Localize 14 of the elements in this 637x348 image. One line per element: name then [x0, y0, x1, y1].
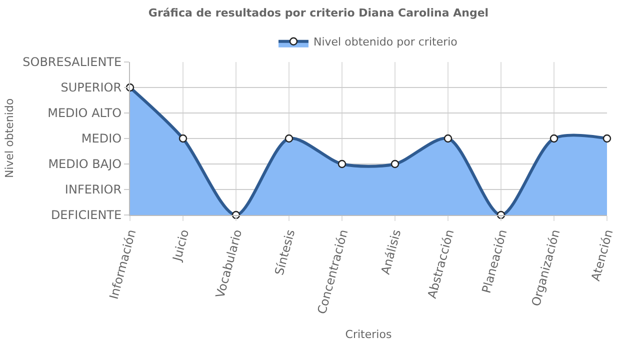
- category-label: SOBRESALIENTE: [22, 55, 122, 70]
- x-tick-label: Juicio: [170, 228, 192, 264]
- category-label: SUPERIOR: [60, 80, 122, 95]
- x-axis-title: Criterios: [345, 328, 392, 341]
- chart-title: Gráfica de resultados por criterio Diana Carolina Angel: [148, 6, 489, 20]
- category-label: MEDIO: [81, 132, 122, 146]
- category-label: MEDIO BAJO: [48, 157, 122, 172]
- x-tick-label: Análisis: [378, 228, 404, 276]
- category-label: INFERIOR: [64, 182, 122, 197]
- category-label: DEFICIENTE: [50, 208, 122, 222]
- x-tick-label: Síntesis: [272, 228, 298, 277]
- legend-label: Nivel obtenido por criterio: [314, 36, 458, 49]
- category-label: MEDIO ALTO: [48, 106, 122, 120]
- text: Nivel obtenido: [3, 98, 16, 178]
